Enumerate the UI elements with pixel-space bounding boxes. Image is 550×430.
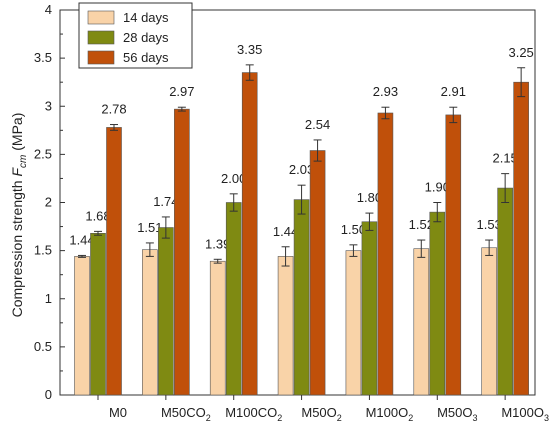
y-axis: 0 0.5 1 1.5 2 2.5 3 3.5 4 [34, 2, 65, 402]
data-label: 1.50 [341, 222, 366, 237]
data-label: 2.54 [305, 117, 330, 132]
bar [497, 187, 513, 396]
data-label: 1.44 [273, 224, 298, 239]
data-label: 1.68 [85, 208, 110, 223]
x-tick-label: M50O3 [437, 405, 477, 423]
data-label: 2.00 [221, 171, 246, 186]
plot-area: 1.44 1.68 2.78 1.51 1.74 2.97 1.39 2.00 3.35 1.44… [59, 9, 536, 396]
data-label: 2.15 [492, 151, 517, 166]
bar [309, 150, 326, 396]
y-axis-title: Compression strength Fcm (MPa) [9, 113, 29, 318]
data-label: 3.25 [508, 45, 533, 60]
bar [481, 247, 497, 396]
y-tick-label: 1 [45, 291, 52, 306]
bar [513, 81, 529, 396]
x-tick-label: M0 [109, 405, 127, 420]
data-label: 1.51 [137, 220, 162, 235]
bar [174, 108, 190, 396]
data-label: 1.44 [69, 232, 94, 247]
y-tick-label: 3.5 [34, 50, 52, 65]
x-tick-label: M50O2 [301, 405, 341, 423]
legend-swatch [87, 30, 115, 45]
bar [277, 256, 294, 396]
data-label: 1.80 [357, 190, 382, 205]
data-label: 1.53 [476, 217, 501, 232]
y-tick-label: 1.5 [34, 243, 52, 258]
y-tick-label: 4 [45, 2, 52, 17]
bar [377, 112, 394, 396]
data-label: 2.78 [101, 102, 126, 117]
y-tick-label: 0 [45, 387, 52, 402]
y-tick-label: 0.5 [34, 339, 52, 354]
bar [429, 211, 446, 396]
legend-swatch [87, 10, 115, 25]
bar [90, 233, 106, 396]
bar [158, 227, 174, 396]
legend: 14 days 28 days 56 days [78, 2, 193, 69]
x-tick-label: M100O2 [366, 405, 414, 423]
x-axis: M0 M50CO2 M100CO2 M50O2 M100O2 M50O3 M100O3 [97, 395, 549, 423]
bar [413, 248, 430, 396]
bar [225, 202, 242, 396]
data-label: 2.91 [441, 84, 466, 99]
bar [74, 256, 90, 396]
bar [445, 114, 462, 396]
data-label: 1.90 [425, 180, 450, 195]
data-label: 1.39 [205, 236, 230, 251]
data-label: 2.97 [169, 84, 194, 99]
bar [241, 72, 258, 396]
data-label: 2.03 [289, 162, 314, 177]
legend-label: 28 days [123, 30, 169, 45]
y-tick-label: 3 [45, 98, 52, 113]
legend-swatch [87, 50, 115, 65]
data-label: 1.52 [409, 217, 434, 232]
data-label: 2.93 [373, 84, 398, 99]
bar [293, 199, 310, 396]
legend-label: 14 days [123, 10, 169, 25]
x-tick-label: M50CO2 [161, 405, 211, 423]
x-tick-label: M100CO2 [225, 405, 282, 423]
bar [106, 127, 122, 396]
legend-label: 56 days [123, 50, 169, 65]
y-tick-label: 2 [45, 195, 52, 210]
bar [361, 221, 378, 396]
bar [345, 250, 362, 396]
bar [209, 260, 226, 396]
data-label: 3.35 [237, 42, 262, 57]
x-tick-label: M100O3 [501, 405, 549, 423]
data-label: 1.74 [153, 194, 178, 209]
bar [142, 249, 158, 396]
y-tick-label: 2.5 [34, 146, 52, 161]
